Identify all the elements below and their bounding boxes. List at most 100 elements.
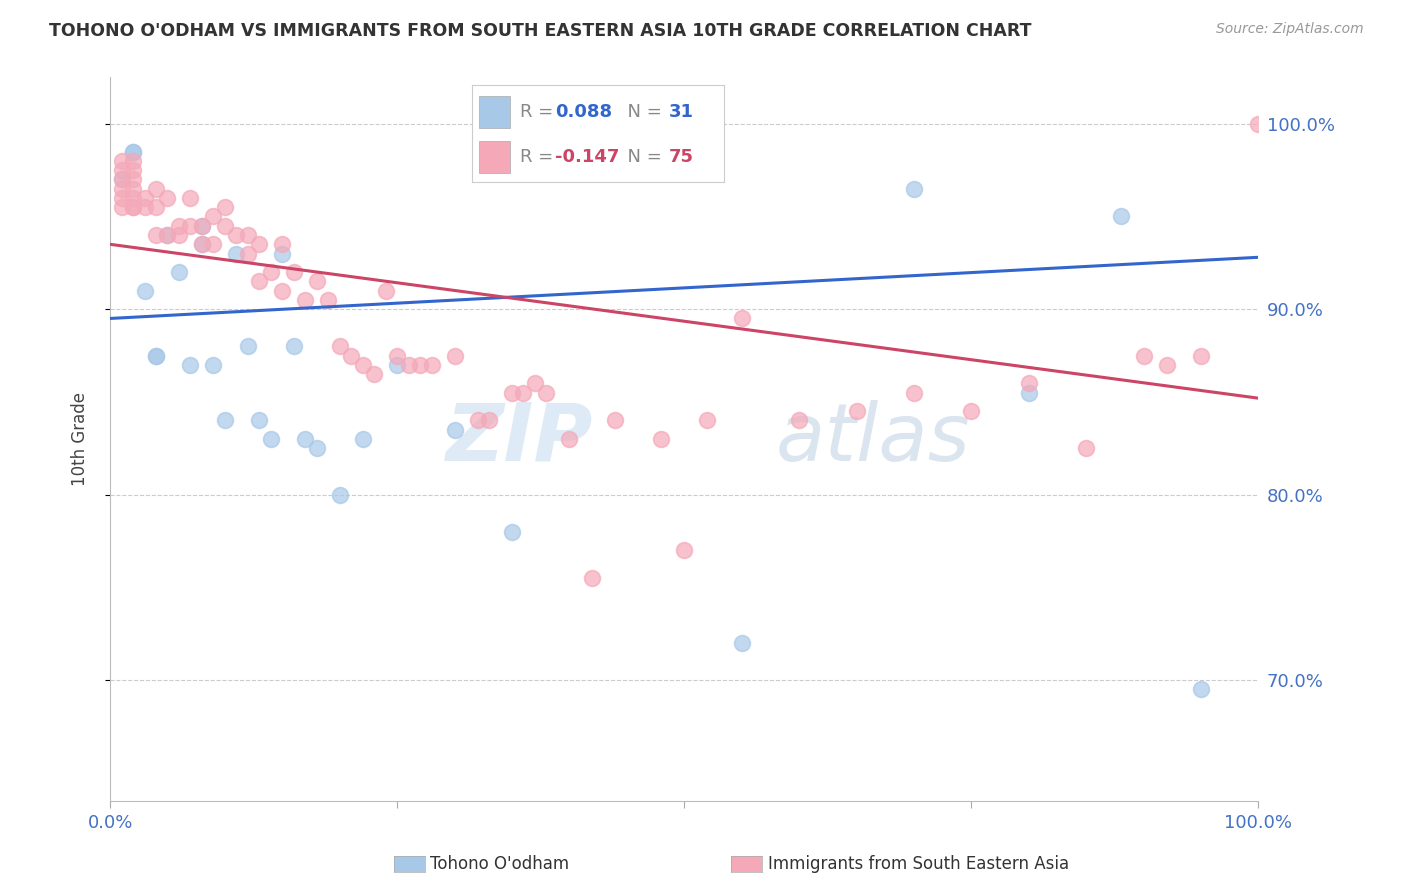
Point — [398, 358, 420, 372]
Point — [122, 145, 145, 159]
Point — [122, 145, 145, 159]
Point — [845, 404, 868, 418]
Point — [731, 311, 754, 326]
Point — [110, 182, 132, 196]
Point — [145, 349, 167, 363]
Point — [236, 227, 259, 242]
Point — [271, 284, 294, 298]
Point — [191, 237, 214, 252]
Point — [512, 385, 534, 400]
Point — [122, 191, 145, 205]
Point — [271, 237, 294, 252]
Point — [294, 293, 316, 307]
Point — [179, 358, 201, 372]
Point — [409, 358, 432, 372]
Point — [352, 432, 374, 446]
Point — [305, 274, 328, 288]
Point — [960, 404, 983, 418]
Point — [225, 246, 247, 260]
Point — [316, 293, 339, 307]
Point — [478, 413, 501, 427]
Point — [1018, 385, 1040, 400]
Point — [202, 358, 225, 372]
Point — [558, 432, 581, 446]
Point — [1189, 349, 1212, 363]
Point — [467, 413, 489, 427]
Point — [443, 423, 465, 437]
Point — [110, 153, 132, 168]
Point — [134, 191, 156, 205]
Point — [903, 182, 925, 196]
Point — [363, 367, 385, 381]
Y-axis label: 10th Grade: 10th Grade — [72, 392, 89, 486]
Text: Source: ZipAtlas.com: Source: ZipAtlas.com — [1216, 22, 1364, 37]
Point — [501, 385, 523, 400]
Point — [122, 153, 145, 168]
Point — [283, 339, 305, 353]
Point — [283, 265, 305, 279]
Point — [122, 200, 145, 214]
Point — [650, 432, 672, 446]
Point — [605, 413, 627, 427]
Point — [156, 227, 179, 242]
Point — [110, 172, 132, 186]
Point — [214, 200, 236, 214]
Point — [329, 339, 352, 353]
Point — [374, 284, 396, 298]
Point — [1109, 210, 1132, 224]
Point — [501, 524, 523, 539]
Text: Tohono O'odham: Tohono O'odham — [430, 855, 569, 873]
Point — [329, 487, 352, 501]
Point — [247, 413, 270, 427]
Point — [156, 191, 179, 205]
Point — [443, 349, 465, 363]
Point — [110, 172, 132, 186]
Point — [167, 219, 190, 233]
Point — [167, 265, 190, 279]
Point — [673, 543, 696, 558]
Point — [145, 227, 167, 242]
Point — [122, 172, 145, 186]
Point — [271, 246, 294, 260]
Point — [352, 358, 374, 372]
Text: Immigrants from South Eastern Asia: Immigrants from South Eastern Asia — [768, 855, 1069, 873]
Point — [214, 413, 236, 427]
Point — [536, 385, 558, 400]
Point — [787, 413, 810, 427]
Point — [247, 274, 270, 288]
Point — [110, 163, 132, 178]
Point — [385, 349, 408, 363]
Point — [1156, 358, 1178, 372]
Point — [202, 210, 225, 224]
Point — [167, 227, 190, 242]
Point — [202, 237, 225, 252]
Point — [420, 358, 443, 372]
Point — [523, 376, 546, 391]
Point — [179, 219, 201, 233]
Point — [1132, 349, 1154, 363]
Point — [385, 358, 408, 372]
Point — [236, 246, 259, 260]
Text: atlas: atlas — [776, 400, 972, 478]
Point — [731, 636, 754, 650]
Point — [156, 227, 179, 242]
Point — [340, 349, 363, 363]
Point — [305, 442, 328, 456]
Point — [110, 191, 132, 205]
Point — [225, 227, 247, 242]
Point — [122, 163, 145, 178]
Point — [145, 349, 167, 363]
Point — [1247, 117, 1270, 131]
Point — [134, 284, 156, 298]
Point — [191, 219, 214, 233]
Point — [179, 191, 201, 205]
Point — [145, 182, 167, 196]
Point — [1189, 682, 1212, 697]
Text: TOHONO O'ODHAM VS IMMIGRANTS FROM SOUTH EASTERN ASIA 10TH GRADE CORRELATION CHAR: TOHONO O'ODHAM VS IMMIGRANTS FROM SOUTH … — [49, 22, 1032, 40]
Point — [214, 219, 236, 233]
Text: ZIP: ZIP — [446, 400, 592, 478]
Point — [260, 265, 283, 279]
Point — [294, 432, 316, 446]
Point — [247, 237, 270, 252]
Point — [581, 571, 603, 585]
